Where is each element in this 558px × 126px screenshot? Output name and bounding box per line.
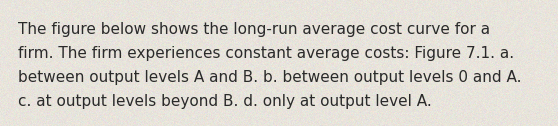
Text: c. at output levels beyond B. d. only at output level A.: c. at output levels beyond B. d. only at… [18, 94, 432, 109]
Text: between output levels A and B. b. between output levels 0 and A.: between output levels A and B. b. betwee… [18, 70, 522, 85]
Text: firm. The firm experiences constant average costs: Figure 7.1. a.: firm. The firm experiences constant aver… [18, 46, 514, 61]
Text: The figure below shows the long-run average cost curve for a: The figure below shows the long-run aver… [18, 22, 490, 37]
